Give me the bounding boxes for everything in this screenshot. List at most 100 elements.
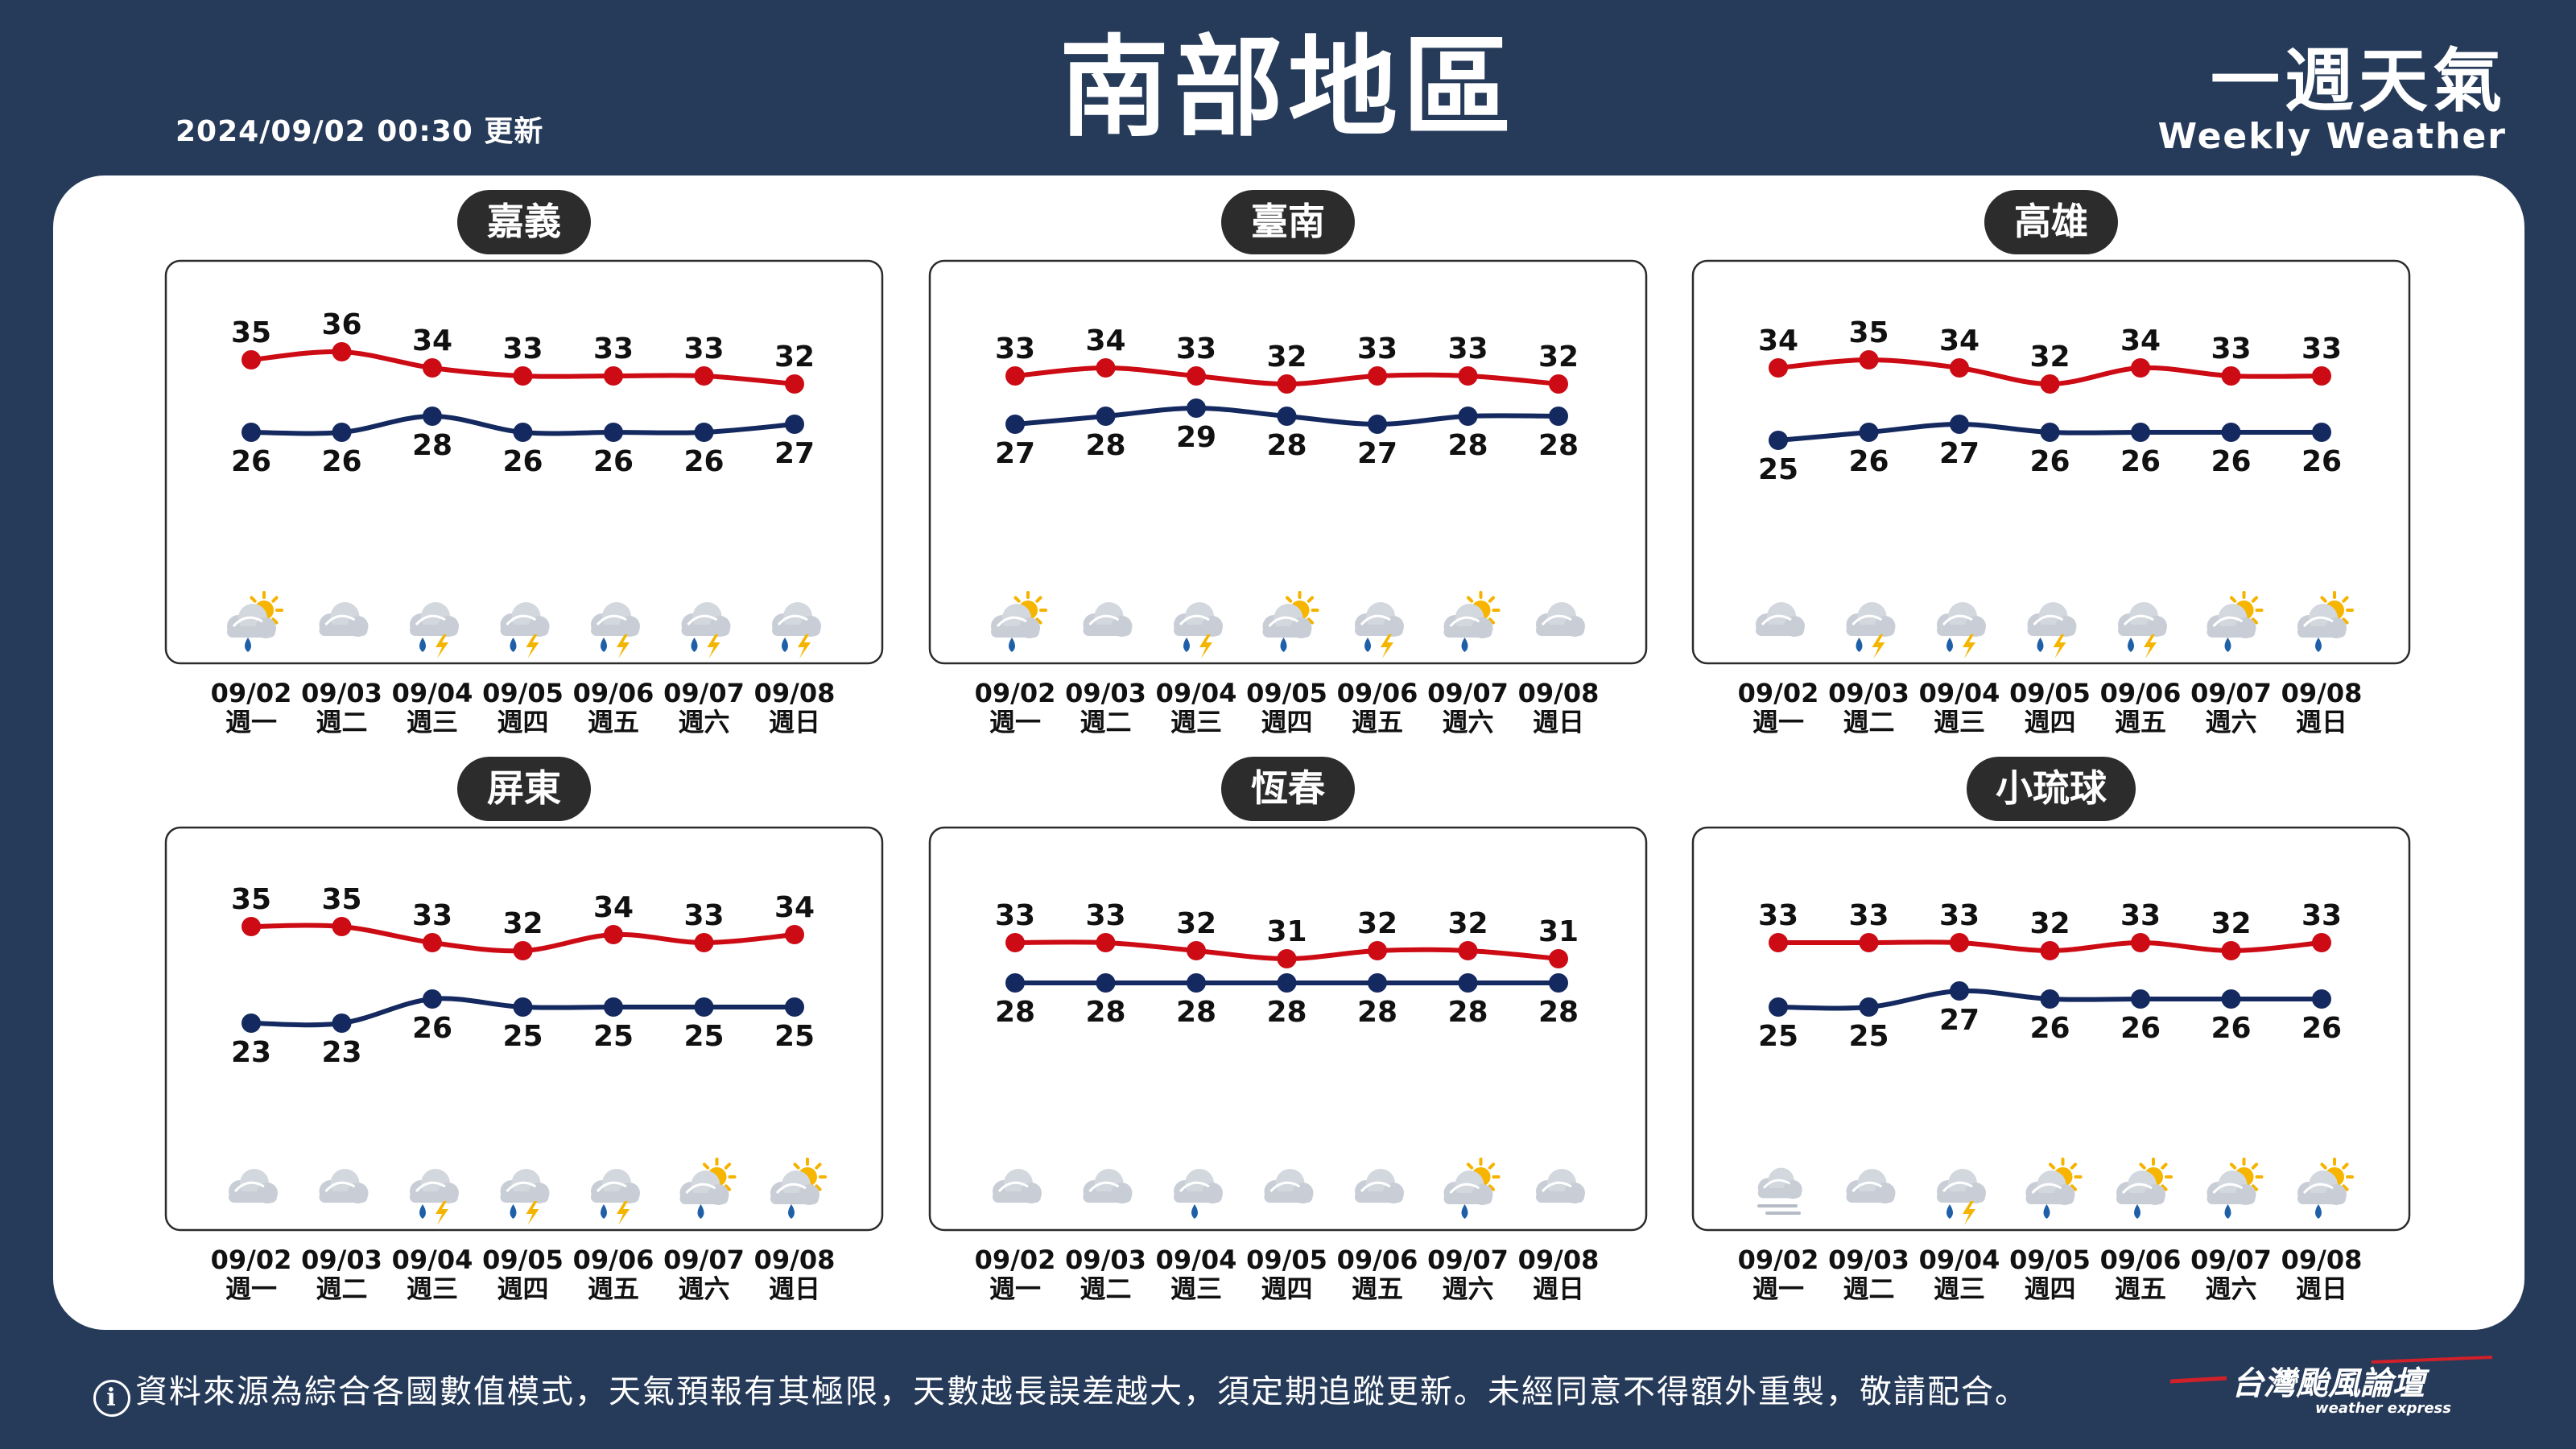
- high-temp-label: 32: [2211, 907, 2251, 940]
- weekday-label: 週四: [1261, 707, 1312, 737]
- low-temp-point: [1769, 431, 1788, 450]
- weekday-label: 週四: [2024, 707, 2075, 737]
- high-temp-point: [1187, 941, 1206, 960]
- high-temp-point: [1187, 366, 1206, 386]
- low-temp-point: [2221, 423, 2241, 442]
- high-temp-point: [513, 941, 533, 960]
- high-temp-label: 32: [1266, 341, 1307, 374]
- high-temp-label: 35: [1848, 316, 1889, 349]
- low-temp-label: 28: [995, 996, 1035, 1029]
- weekday-label: 週六: [1442, 1274, 1493, 1304]
- thunder-rain-icon: [591, 602, 640, 658]
- date-label: 09/08: [754, 678, 836, 708]
- logo-subtext: weather express: [2315, 1400, 2451, 1417]
- high-temp-point: [2131, 358, 2150, 378]
- low-temp-point: [1859, 423, 1879, 442]
- weekday-label: 週一: [225, 707, 277, 737]
- low-temp-point: [242, 423, 261, 442]
- low-temp-label: 23: [231, 1036, 271, 1069]
- date-label: 09/06: [1337, 1245, 1418, 1275]
- weekday-label: 週六: [2205, 707, 2256, 737]
- high-temp-label: 33: [593, 332, 634, 365]
- low-temp-point: [1950, 981, 1969, 1001]
- high-temp-point: [785, 925, 804, 944]
- high-temp-point: [1458, 941, 1478, 960]
- city-name: 嘉義: [487, 200, 561, 243]
- sun-cloud-rain-icon: [2207, 1158, 2264, 1219]
- thunder-rain-icon: [500, 602, 550, 658]
- low-temp-point: [1005, 973, 1025, 993]
- high-temp-label: 33: [2120, 899, 2161, 932]
- high-temp-point: [1005, 933, 1025, 952]
- high-temp-point: [1950, 358, 1969, 378]
- date-label: 09/05: [1246, 1245, 1327, 1275]
- thunder-rain-icon: [1355, 602, 1404, 658]
- high-temp-label: 31: [1266, 915, 1307, 948]
- low-temp-point: [2040, 989, 2060, 1009]
- date-label: 09/07: [2190, 1245, 2272, 1275]
- low-temp-label: 26: [2301, 445, 2342, 478]
- city-name: 恆春: [1251, 766, 1325, 810]
- date-label: 09/07: [1427, 1245, 1509, 1275]
- weekday-label: 週五: [1352, 1274, 1403, 1304]
- low-temp-point: [1277, 973, 1297, 993]
- low-temp-label: 26: [2029, 1012, 2070, 1045]
- high-temp-label: 33: [1357, 332, 1397, 365]
- city-title-pill: [1221, 757, 1355, 821]
- date-label: 09/02: [211, 1245, 292, 1275]
- high-temp-point: [1368, 941, 1387, 960]
- high-temp-point: [1769, 358, 1788, 378]
- city-name: 小琉球: [1996, 766, 2107, 810]
- cloud-icon: [229, 1169, 278, 1203]
- low-temp-label: 28: [1357, 996, 1397, 1029]
- high-temp-label: 32: [502, 907, 543, 940]
- sun-cloud-rain-icon: [991, 591, 1047, 652]
- low-temp-point: [694, 997, 714, 1017]
- low-temp-label: 28: [1447, 996, 1488, 1029]
- high-temp-point: [513, 366, 533, 386]
- weekday-label: 週三: [1170, 707, 1222, 737]
- high-temp-point: [1769, 933, 1788, 952]
- low-temp-label: 26: [683, 445, 724, 478]
- low-temp-point: [332, 423, 352, 442]
- weekday-label: 週二: [1843, 1274, 1894, 1304]
- low-temp-point: [1368, 973, 1387, 993]
- date-label: 09/08: [754, 1245, 836, 1275]
- high-temp-label: 36: [321, 308, 361, 341]
- low-temp-label: 25: [593, 1020, 634, 1053]
- low-temp-point: [1096, 973, 1116, 993]
- thunder-rain-icon: [410, 602, 459, 658]
- high-temp-label: 32: [774, 341, 815, 374]
- high-temp-label: 32: [1447, 907, 1488, 940]
- low-temp-label: 26: [231, 445, 271, 478]
- weekday-label: 週四: [497, 707, 548, 737]
- weekday-label: 週六: [678, 707, 729, 737]
- high-temp-label: 32: [1176, 907, 1216, 940]
- date-label: 09/08: [2281, 678, 2363, 708]
- high-temp-point: [2221, 366, 2241, 386]
- high-temp-label: 35: [231, 883, 271, 916]
- city-title-pill: [1221, 190, 1355, 254]
- high-temp-label: 32: [1357, 907, 1397, 940]
- low-temp-point: [1096, 407, 1116, 426]
- high-temp-label: 33: [2301, 332, 2342, 365]
- low-temp-point: [332, 1013, 352, 1033]
- low-temp-label: 28: [1538, 996, 1579, 1029]
- update-timestamp: 2024/09/02 00:30 更新: [175, 115, 544, 148]
- brand-subtitle: Weekly Weather: [2157, 116, 2507, 157]
- low-temp-label: 26: [593, 445, 634, 478]
- low-temp-label: 27: [1939, 1004, 1979, 1037]
- high-temp-label: 32: [2029, 907, 2070, 940]
- date-label: 09/06: [1337, 678, 1418, 708]
- thunder-rain-icon: [681, 602, 731, 658]
- thunder-rain-icon: [772, 602, 821, 658]
- high-temp-label: 34: [1758, 324, 1798, 357]
- date-label: 09/07: [663, 1245, 745, 1275]
- low-temp-point: [423, 407, 442, 426]
- weekday-label: 週六: [1442, 707, 1493, 737]
- high-temp-label: 33: [1176, 332, 1216, 365]
- high-temp-point: [332, 342, 352, 361]
- date-label: 09/04: [1919, 678, 2000, 708]
- thunder-rain-icon: [2118, 602, 2167, 658]
